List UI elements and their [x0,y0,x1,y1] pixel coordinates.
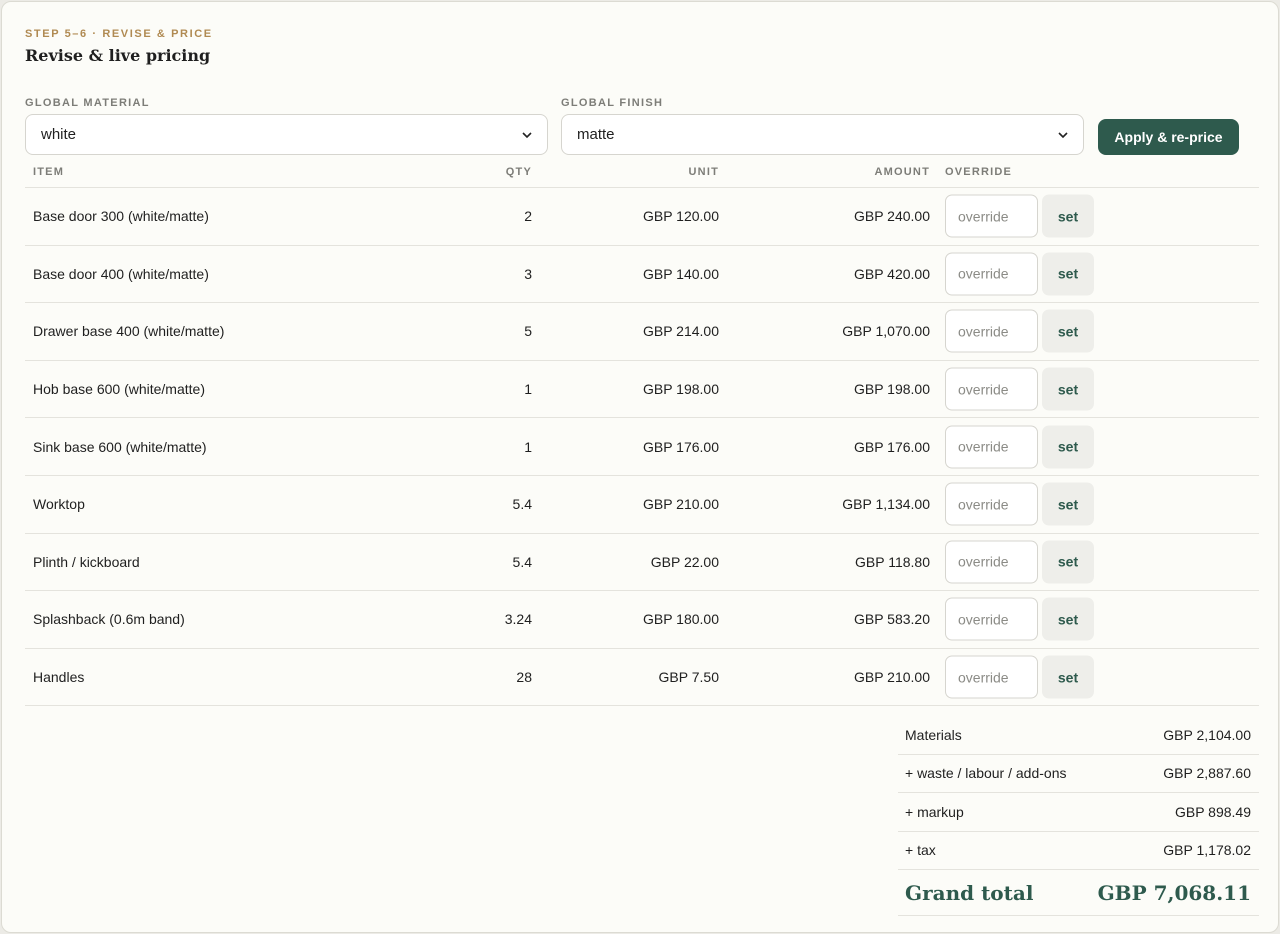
summary-value: GBP 898.49 [1174,803,1251,820]
summary-label: + waste / labour / add-ons [905,765,1067,782]
override-input[interactable]: override [945,309,1038,353]
set-override-button[interactable]: set [1042,367,1094,411]
item-unit-price: GBP 180.00 [642,611,719,628]
item-unit-price: GBP 210.00 [642,496,719,513]
summary-label: + tax [905,842,936,859]
item-unit-price: GBP 7.50 [658,669,719,686]
override-input[interactable]: override [945,367,1038,411]
set-override-button[interactable]: set [1042,194,1094,238]
table-row: Hob base 600 (white/matte) 1 GBP 198.00 GBP… [25,361,1259,419]
table-row: Handles 28 GBP 7.50 GBP 210.00 override set [25,649,1259,707]
override-input[interactable]: override [945,482,1038,526]
column-qty: QTY [505,166,532,178]
item-qty: 1 [524,438,532,455]
table-row: Base door 400 (white/matte) 3 GBP 140.00 GB… [25,246,1259,304]
override-input[interactable]: override [945,597,1038,641]
line-items: Base door 300 (white/matte) 2 GBP 120.00 GB… [25,188,1259,707]
grand-total-value: GBP 7,068.11 [1097,880,1251,905]
table-row: Splashback (0.6m band) 3.24 GBP 180.00 GBP … [25,591,1259,649]
item-amount: GBP 210.00 [853,669,930,686]
chevron-down-icon [1058,131,1068,138]
item-unit-price: GBP 214.00 [642,323,719,340]
override-input[interactable]: override [945,655,1038,699]
summary-value: GBP 2,104.00 [1163,726,1251,743]
grand-total-row: Grand total GBP 7,068.11 [898,870,1259,916]
item-unit-price: GBP 176.00 [642,438,719,455]
chevron-down-icon [522,131,532,138]
item-amount: GBP 198.00 [853,381,930,398]
item-amount: GBP 1,134.00 [842,496,930,513]
table-row: Plinth / kickboard 5.4 GBP 22.00 GBP 118.80… [25,534,1259,592]
finish-select[interactable]: matte [561,114,1084,155]
override-input[interactable]: override [945,194,1038,238]
item-qty: 3.24 [504,611,532,628]
table-header: ITEM QTY UNIT AMOUNT OVERRIDE [25,158,1259,188]
summary-value: GBP 2,887.60 [1163,765,1251,782]
table-row: Base door 300 (white/matte) 2 GBP 120.00 GB… [25,188,1259,246]
page-title: Revise & live pricing [25,46,211,65]
item-amount: GBP 583.20 [853,611,930,628]
table-row: Sink base 600 (white/matte) 1 GBP 176.00 GB… [25,418,1259,476]
material-value: white [41,126,77,143]
item-amount: GBP 420.00 [853,265,930,282]
item-unit-price: GBP 198.00 [642,381,719,398]
set-override-button[interactable]: set [1042,252,1094,296]
item-name: Hob base 600 (white/matte) [33,381,205,398]
item-name: Sink base 600 (white/matte) [33,438,207,455]
override-input[interactable]: override [945,425,1038,469]
item-qty: 1 [524,381,532,398]
item-unit-price: GBP 22.00 [650,553,719,570]
column-unit: UNIT [688,166,719,178]
item-unit-price: GBP 120.00 [642,208,719,225]
table-row: Drawer base 400 (white/matte) 5 GBP 214.00… [25,303,1259,361]
item-name: Plinth / kickboard [33,553,140,570]
item-amount: GBP 240.00 [853,208,930,225]
grand-total-label: Grand total [905,880,1034,905]
item-amount: GBP 118.80 [855,553,930,570]
set-override-button[interactable]: set [1042,655,1094,699]
item-name: Worktop [33,496,85,513]
item-amount: GBP 176.00 [853,438,930,455]
item-name: Base door 400 (white/matte) [33,265,209,282]
item-unit-price: GBP 140.00 [642,265,719,282]
summary-row: + tax GBP 1,178.02 [898,832,1259,870]
set-override-button[interactable]: set [1042,482,1094,526]
item-amount: GBP 1,070.00 [842,323,930,340]
item-name: Base door 300 (white/matte) [33,208,209,225]
column-item: ITEM [33,166,65,178]
material-label: GLOBAL MATERIAL [25,97,150,109]
column-override: OVERRIDE [945,166,1013,178]
table-row: Worktop 5.4 GBP 210.00 GBP 1,134.00 override… [25,476,1259,534]
summary-row: Materials GBP 2,104.00 [898,716,1259,755]
override-input[interactable]: override [945,252,1038,296]
set-override-button[interactable]: set [1042,540,1094,584]
summary-row: + markup GBP 898.49 [898,793,1259,832]
summary-row: + waste / labour / add-ons GBP 2,887.60 [898,755,1259,793]
finish-label: GLOBAL FINISH [561,97,664,109]
apply-reprice-button[interactable]: Apply & re-price [1098,119,1239,155]
override-input[interactable]: override [945,540,1038,584]
item-qty: 28 [516,669,532,686]
summary-label: Materials [905,726,962,743]
item-name: Splashback (0.6m band) [33,611,185,628]
set-override-button[interactable]: set [1042,309,1094,353]
item-name: Handles [33,669,85,686]
price-summary: Materials GBP 2,104.00 + waste / labour / … [898,716,1259,916]
item-qty: 5.4 [512,496,532,513]
item-qty: 2 [524,208,532,225]
item-qty: 5 [524,323,532,340]
item-qty: 5.4 [512,553,532,570]
item-name: Drawer base 400 (white/matte) [33,323,225,340]
column-amount: AMOUNT [874,166,930,178]
summary-value: GBP 1,178.02 [1163,842,1251,859]
set-override-button[interactable]: set [1042,425,1094,469]
step-label: STEP 5–6 · REVISE & PRICE [25,28,213,40]
finish-value: matte [577,126,615,143]
material-select[interactable]: white [25,114,548,155]
summary-label: + markup [905,803,964,820]
set-override-button[interactable]: set [1042,597,1094,641]
item-qty: 3 [524,265,532,282]
